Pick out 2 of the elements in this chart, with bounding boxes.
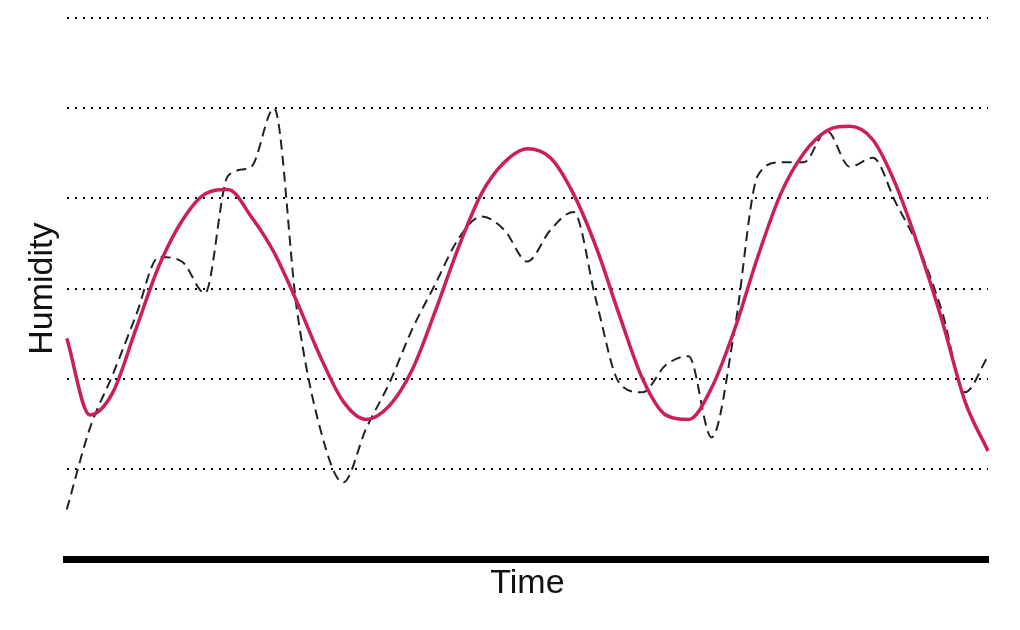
y-axis-title: Humidity <box>20 222 59 355</box>
x-axis-title: Time <box>490 561 565 600</box>
